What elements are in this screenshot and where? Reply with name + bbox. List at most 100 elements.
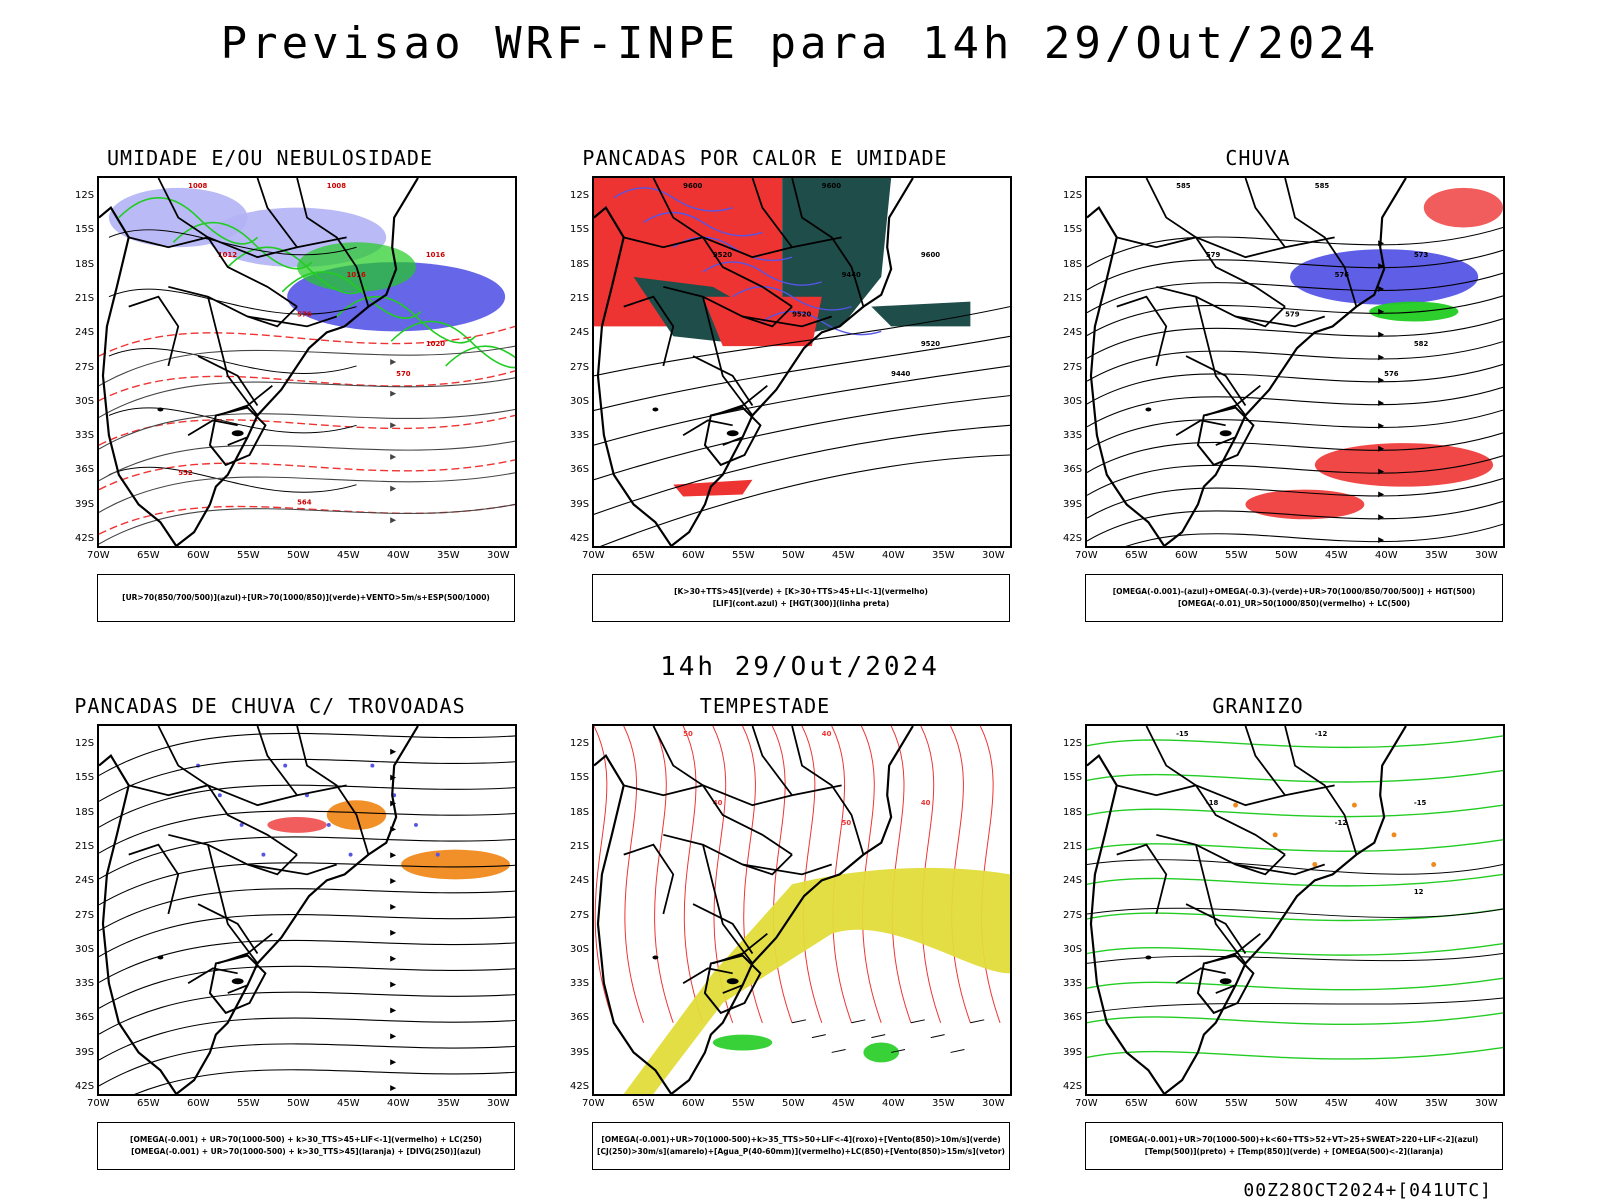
lat-tick-label: 30S — [75, 943, 95, 955]
state-border — [652, 726, 793, 856]
green-contour — [281, 271, 422, 319]
state-border — [1145, 178, 1286, 308]
lat-tick-label: 15S — [570, 224, 590, 236]
state-border — [1284, 178, 1358, 307]
contour-label: 9520 — [713, 251, 732, 259]
temp-850-contour — [1087, 1046, 1503, 1060]
wind-850-area — [712, 1034, 773, 1051]
streamline — [99, 1043, 515, 1087]
state-border — [702, 844, 754, 964]
panel-title: UMIDADE E/OU NEBULOSIDADE — [106, 146, 434, 170]
coastline — [99, 178, 419, 546]
pressure-contour — [108, 407, 357, 434]
lon-tick-label: 45W — [1325, 1098, 1348, 1109]
rain-area-red — [1314, 443, 1494, 487]
instability-area — [702, 296, 822, 347]
state-border — [742, 863, 832, 876]
lat-tick-label: 12S — [570, 190, 590, 201]
lon-tick-label: 55W — [732, 1098, 755, 1109]
streamline — [99, 810, 515, 854]
streamline-arrow — [390, 454, 397, 460]
state-border — [663, 833, 793, 876]
lat-tick-label: 12S — [570, 738, 590, 749]
streamline-arrow — [390, 1007, 397, 1014]
map-canvas: 50 40 40 50 40 — [594, 726, 1010, 1094]
streamline — [1087, 478, 1503, 519]
wind-vector — [910, 1019, 925, 1024]
lon-tick-label: 60W — [682, 1098, 705, 1109]
legend-line: [K>30+TTS>45](verde) + [K>30+TTS>45+LI<-… — [674, 587, 928, 596]
lat-tick-label: 36S — [75, 1012, 95, 1024]
contour-label: 9440 — [842, 271, 861, 279]
state-border — [1156, 833, 1286, 876]
contour-label: -15 — [1414, 799, 1427, 807]
run-timestamp: 00Z28OCT2024+[041UTC] — [1243, 1180, 1492, 1201]
streamline-arrow — [1378, 285, 1385, 292]
divergence-point — [370, 763, 375, 768]
map-borders — [1087, 178, 1407, 546]
uruguay-border — [208, 406, 267, 467]
panel-legend: [OMEGA(-0.001)+UR>70(1000-500)+k>35_TTS>… — [592, 1122, 1010, 1170]
lon-tick-label: 40W — [387, 550, 410, 561]
streamline — [99, 965, 515, 1009]
rain-area-omega — [1290, 249, 1479, 305]
lat-tick-label: 33S — [75, 430, 95, 442]
lat-tick-label: 18S — [1063, 806, 1083, 818]
panel-pancadas-trovoadas: PANCADAS DE CHUVA C/ TROVOADAS 12S 15S 18S 2… — [35, 694, 517, 1194]
streamline — [99, 939, 515, 983]
rain-area-red — [1423, 187, 1503, 228]
lon-tick-label: 30W — [1475, 550, 1498, 561]
lat-tick-label: 33S — [570, 430, 590, 442]
uruguay-border — [1196, 406, 1255, 467]
streamline-arrow — [1378, 514, 1385, 521]
state-border — [1156, 285, 1286, 328]
streamline — [99, 758, 515, 802]
panel-granizo: GRANIZO 12S 15S 18S 21S 24S 27S 30S 33S 36S 39S 42S… — [1023, 694, 1505, 1194]
lat-tick-label: 30S — [570, 943, 590, 955]
wind-vector — [950, 1049, 965, 1053]
lifted-index-contour — [672, 236, 793, 262]
streamline-arrow — [1378, 354, 1385, 361]
streamline-arrow — [390, 517, 397, 524]
legend-line: [OMEGA(-0.001) + UR>70(1000-500) + k>30_… — [131, 1147, 481, 1156]
lat-tick-label: 27S — [570, 361, 590, 373]
temp-500-contour — [1087, 859, 1503, 875]
streamline — [99, 732, 515, 776]
state-border — [1185, 355, 1247, 407]
streamline-850 — [623, 726, 644, 1023]
state-border — [652, 178, 793, 308]
state-border — [722, 984, 743, 994]
contour-label: 585 — [1315, 182, 1330, 190]
contour-label: 40 — [822, 730, 832, 738]
panel-legend: [OMEGA(-0.001)-(azul)+OMEGA(-0.3)-(verde… — [1085, 574, 1503, 622]
state-border — [217, 385, 273, 417]
lon-tick-label: 50W — [287, 1098, 310, 1109]
state-border — [187, 419, 238, 436]
lat-tick-label: 27S — [1063, 361, 1083, 373]
green-contour — [390, 320, 515, 369]
lon-tick-label: 65W — [1125, 550, 1148, 561]
lat-tick-label: 21S — [570, 292, 590, 304]
lat-tick-label: 12S — [1063, 738, 1083, 749]
lat-tick-label: 15S — [75, 772, 95, 784]
map-frame: 9600 9600 9520 9440 9600 9520 9520 9440 — [592, 176, 1012, 548]
contour-label: 1008 — [327, 182, 346, 190]
streamline — [1087, 295, 1503, 336]
streamlines — [99, 345, 515, 545]
contour-label: 40 — [713, 799, 723, 807]
panel-tempestade: TEMPESTADE 12S 15S 18S 21S 24S 27S 30S 33S 36S 39S… — [530, 694, 1012, 1194]
temp-500-contour — [1087, 953, 1503, 964]
state-border — [1195, 844, 1247, 964]
state-border — [791, 178, 865, 307]
lat-tick-label: 24S — [1063, 875, 1083, 887]
lon-tick-label: 50W — [782, 1098, 805, 1109]
lat-tick-label: 30S — [1063, 395, 1083, 407]
wind-vector — [871, 1034, 886, 1039]
divergence-point — [348, 852, 353, 857]
wind-vector — [831, 1049, 846, 1053]
streamline-arrow — [1378, 468, 1385, 475]
state-border — [296, 178, 370, 307]
lat-tick-label: 15S — [1063, 772, 1083, 784]
contour-label: 40 — [921, 799, 931, 807]
height-contour — [594, 365, 1010, 446]
